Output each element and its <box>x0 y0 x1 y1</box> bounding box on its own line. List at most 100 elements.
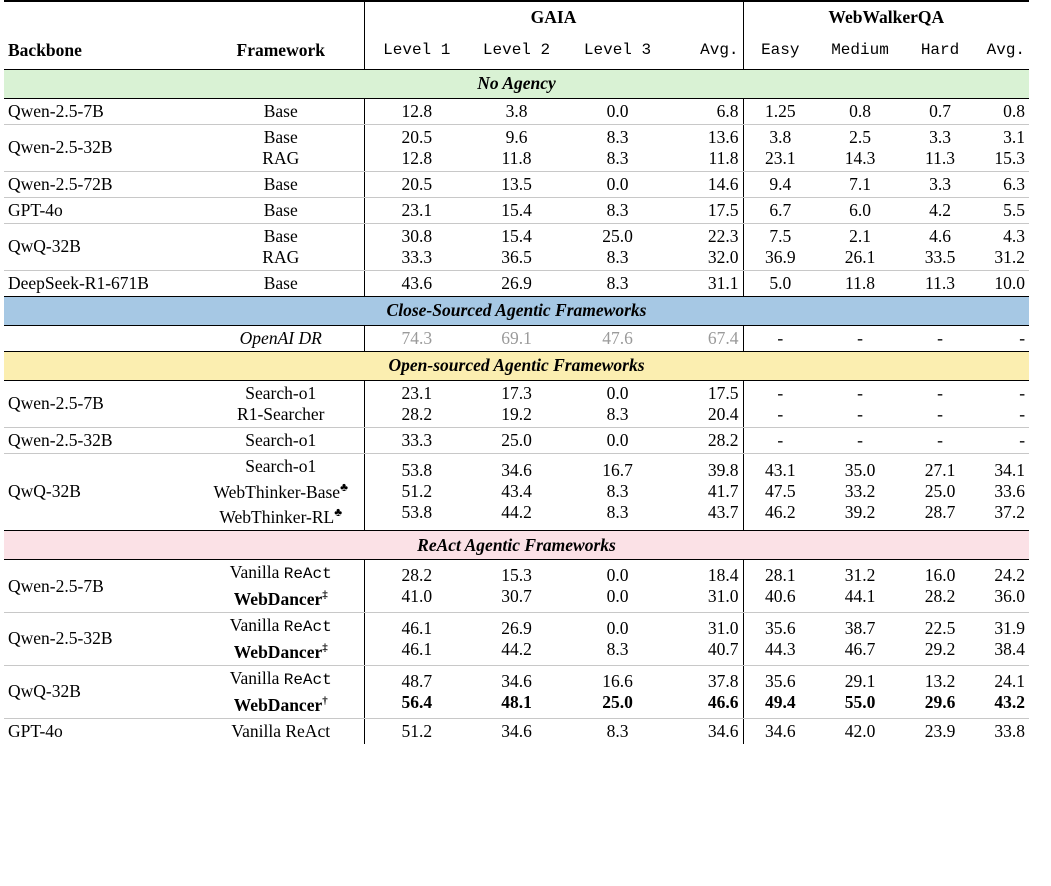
value: 35.6 <box>764 617 796 638</box>
backbone-cell: Qwen-2.5-7B <box>4 559 198 613</box>
value: 0.0 <box>606 173 629 194</box>
value: 7.5 <box>769 225 792 246</box>
value: 44.2 <box>501 502 532 523</box>
value: 17.5 <box>707 199 739 220</box>
value-cell: 0.8 <box>817 98 904 125</box>
value-cell: 0.0 8.3 <box>564 612 671 666</box>
table-row: QwQ-32B Search-o1 WebThinker-Base♣ WebThink… <box>4 453 1029 531</box>
value: 31.0 <box>707 586 739 607</box>
value: 3.1 <box>1003 126 1026 147</box>
value-cell: 8.3 8.3 <box>564 124 671 172</box>
value: 7.1 <box>849 173 871 194</box>
value-cell: 23.1 28.2 <box>363 380 469 428</box>
value: - <box>857 403 863 424</box>
value-cell: 22.5 29.2 <box>903 612 978 666</box>
backbone-cell: DeepSeek-R1-671B <box>8 272 149 293</box>
value: 0.0 <box>606 565 629 586</box>
value: 36.9 <box>764 246 796 267</box>
group-na4: GPT-4o Base 23.1 15.4 8.3 17.5 6.7 6.0 4.2 5.5 <box>4 197 1030 224</box>
footnote-mark: † <box>322 694 328 707</box>
value: 44.3 <box>764 638 796 659</box>
value: - <box>937 382 943 403</box>
col-gaia-level3: Level 3 <box>564 33 671 70</box>
value: 31.1 <box>707 272 739 293</box>
framework-name: RAG <box>262 147 300 168</box>
value: 44.1 <box>844 586 876 607</box>
value: 11.3 <box>925 147 955 168</box>
value-cell: 69.1 <box>469 325 564 351</box>
value: 36.5 <box>501 246 532 267</box>
value-cell: -- <box>817 380 904 428</box>
value-cell: 3.8 <box>469 98 564 125</box>
value: - <box>777 429 784 450</box>
value: 11.3 <box>925 272 955 293</box>
value-cell: 33.8 <box>977 718 1029 744</box>
value: 19.2 <box>501 403 532 424</box>
section-close-sourced: Close-Sourced Agentic Frameworks <box>4 295 1030 326</box>
results-table: GAIA WebWalkerQA Backbone Framework Leve… <box>4 0 1030 744</box>
value: 28.2 <box>707 429 739 450</box>
framework-name: Base <box>263 225 298 246</box>
backbone-cell: QwQ-32B <box>4 223 198 271</box>
value-cell: 3.1 15.3 <box>977 124 1030 172</box>
value: 48.1 <box>501 691 532 712</box>
value: 30.8 <box>401 225 433 246</box>
value: 47.6 <box>602 327 633 348</box>
value: 23.1 <box>401 199 433 220</box>
value: 23.1 <box>764 147 796 168</box>
value-cell: 53.8 51.2 53.8 <box>363 453 469 531</box>
value-cell: 33.3 <box>363 427 469 454</box>
col-framework: Framework <box>198 33 364 70</box>
value: 35.6 <box>764 670 796 691</box>
value: 48.7 <box>401 670 433 691</box>
value-cell: 34.6 43.4 44.2 <box>469 453 564 531</box>
value: 0.8 <box>1003 100 1026 121</box>
value-cell: 67.4 <box>671 325 743 351</box>
framework-code: ReAct <box>283 617 332 636</box>
value-cell: 23.1 <box>363 197 469 224</box>
value-cell: - <box>817 427 904 454</box>
value-cell: 47.6 <box>564 325 671 351</box>
value-cell: 13.5 <box>469 171 564 198</box>
value: 34.6 <box>501 670 532 691</box>
value: 8.3 <box>606 246 629 267</box>
value: 2.1 <box>849 225 871 246</box>
value: 26.1 <box>844 246 876 267</box>
framework-cell: Vanilla ReAct <box>198 718 364 744</box>
value-cell: -- <box>742 380 818 428</box>
group-ra3: QwQ-32B Vanilla ReAct WebDancer† 48.7 56.4 34… <box>4 665 1030 719</box>
value-cell: 4.2 <box>903 197 978 224</box>
value-cell: 17.5 20.4 <box>671 380 744 428</box>
value-cell: 24.2 36.0 <box>977 559 1030 613</box>
value: 38.7 <box>844 617 876 638</box>
value: 8.3 <box>606 199 629 220</box>
value: 9.6 <box>505 126 528 147</box>
section-open-sourced: Open-sourced Agentic Frameworks <box>4 350 1030 381</box>
value: 41.7 <box>707 481 739 502</box>
value: 0.0 <box>606 382 629 403</box>
value-cell: 12.8 <box>363 98 469 125</box>
value: 47.5 <box>764 481 796 502</box>
value-cell: 24.1 43.2 <box>977 665 1030 719</box>
value: 1.25 <box>764 100 796 121</box>
group-na5: QwQ-32B Base RAG 30.8 33.3 15.4 36.5 25.0 8.3 22.… <box>4 223 1030 271</box>
value-cell: 2.5 14.3 <box>817 124 904 172</box>
value: 8.3 <box>606 502 629 523</box>
value: 33.3 <box>401 246 433 267</box>
value: 26.9 <box>501 272 532 293</box>
value: - <box>777 327 784 348</box>
backbone-cell: GPT-4o <box>8 720 63 741</box>
framework-name: Search-o1 <box>245 382 317 403</box>
framework-name: Base <box>263 272 298 293</box>
value-cell: 28.2 41.0 <box>363 559 469 613</box>
value-cell: 16.7 8.3 8.3 <box>564 453 671 531</box>
value: 31.2 <box>844 565 876 586</box>
col-ww-avg: Avg. <box>977 33 1030 70</box>
value-cell: 38.7 46.7 <box>817 612 904 666</box>
footnote-mark: ‡ <box>322 641 328 654</box>
framework-name: Vanilla ReAct <box>229 614 332 636</box>
value-cell: 48.7 56.4 <box>363 665 469 719</box>
value: 42.0 <box>844 720 876 741</box>
value: 17.5 <box>707 382 739 403</box>
value: 23.9 <box>924 720 956 741</box>
